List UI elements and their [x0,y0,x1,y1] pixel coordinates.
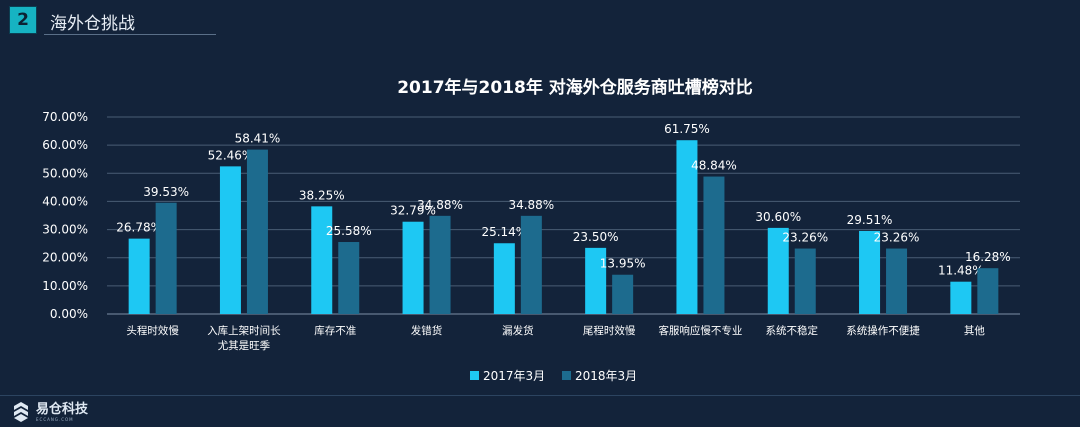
x-tick-label: 漏发货 [502,324,534,337]
bar-2017 [128,238,150,314]
legend-label: 2017年3月 [483,369,545,383]
footer-divider [0,395,1080,396]
x-tick-label: 头程时效慢 [126,324,179,337]
legend-label: 2018年3月 [575,369,637,383]
data-label: 38.25% [299,188,345,202]
x-tick-label: 发错货 [411,324,443,337]
data-label: 34.88% [417,198,463,212]
chart-title: 2017年与2018年 对海外仓服务商吐槽榜对比 [397,77,753,98]
y-tick-label: 40.00% [42,194,88,208]
y-tick-label: 10.00% [42,279,88,293]
brand-name: 易仓科技 [36,401,89,417]
data-label: 13.95% [600,257,646,271]
bar-2018 [612,274,634,314]
legend-swatch-2017 [470,371,479,380]
bar-2017 [859,230,881,314]
section-number-badge: 2 [9,6,37,34]
data-label: 23.50% [573,230,619,244]
legend-swatch-2018 [562,371,571,380]
slide-header: 2 海外仓挑战 [0,0,1080,40]
bar-2017 [219,166,241,314]
bar-2018 [429,215,451,314]
x-tick-label: 客服响应慢不专业 [658,324,742,337]
bar-2017 [311,206,333,314]
y-tick-label: 50.00% [42,166,88,180]
data-label: 26.78% [116,221,162,235]
data-label: 29.51% [847,213,893,227]
y-tick-label: 60.00% [42,138,88,152]
bar-2017 [493,243,515,314]
bar-2017 [767,227,789,314]
bar-2018 [246,149,268,314]
bar-2018 [703,176,725,314]
x-tick-label: 入库上架时间长 [207,324,281,337]
data-label: 58.41% [235,132,281,146]
y-tick-label: 30.00% [42,223,88,237]
data-label: 11.48% [938,264,984,278]
x-tick-label: 其他 [964,324,985,337]
data-label: 25.58% [326,224,372,238]
bar-2018 [794,248,816,314]
bar-chart: 2017年与2018年 对海外仓服务商吐槽榜对比 0.00% 10.00% 20.00… [42,77,1020,383]
brand-mark-icon [14,402,28,422]
data-label: 23.26% [874,231,920,245]
brand-text: 易仓科技 ECCANG.COM [36,403,88,422]
bar-2018 [520,215,542,314]
bar-2018 [977,268,999,314]
data-label: 30.60% [755,210,801,224]
bar-2018 [886,248,908,314]
y-tick-label: 70.00% [42,110,88,124]
data-label: 32.79% [390,204,436,218]
x-tick-label: 系统操作不便捷 [846,324,920,337]
data-label: 34.88% [508,198,554,212]
data-label: 61.75% [664,122,710,136]
data-label: 52.46% [208,148,254,162]
data-label: 25.14% [481,225,527,239]
x-tick-label: 尾程时效慢 [583,324,636,337]
y-tick-label: 20.00% [42,251,88,265]
data-label: 23.26% [782,231,828,245]
section-title: 海外仓挑战 [50,14,135,34]
y-tick-label: 0.00% [50,307,88,321]
data-label: 39.53% [143,185,189,199]
bar-2017 [585,247,607,314]
data-label: 16.28% [965,250,1011,264]
x-tick-label: 系统不稳定 [766,324,819,337]
data-label: 48.84% [691,159,737,173]
bar-2017 [950,281,972,314]
x-tick-label: 尤其是旺季 [218,339,271,352]
header-underline [44,34,216,35]
bar-2018 [338,242,360,314]
bar-2017 [676,140,698,314]
brand-logo: 易仓科技 ECCANG.COM [10,400,88,424]
bar-2018 [155,202,177,314]
bar-2017 [402,221,424,314]
brand-subtitle: ECCANG.COM [36,416,74,422]
x-tick-label: 库存不准 [314,324,356,337]
